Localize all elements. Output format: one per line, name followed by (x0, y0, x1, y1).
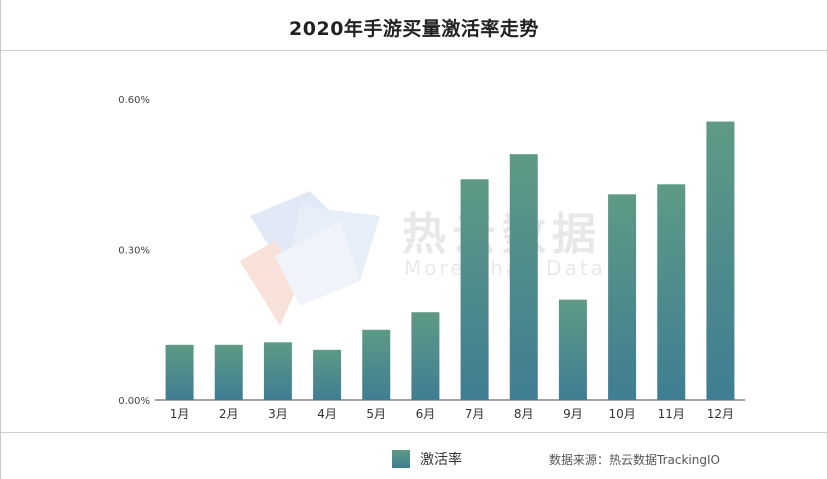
y-tick-label: 0.00% (118, 396, 150, 407)
brand-logo-icon (240, 191, 380, 326)
x-tick-label: 4月 (317, 407, 337, 421)
y-tick-label: 0.60% (118, 95, 150, 106)
x-tick-label: 12月 (707, 407, 734, 421)
watermark-tagline: More Than Data (404, 256, 606, 280)
x-tick-label: 3月 (268, 407, 288, 421)
x-tick-label: 1月 (170, 407, 190, 421)
x-tick-label: 11月 (658, 407, 685, 421)
chart-title: 2020年手游买量激活率走势 (289, 18, 539, 40)
bar-11 (657, 184, 686, 400)
title-divider (1, 50, 827, 51)
data-source-note: 数据来源：热云数据TrackingIO (549, 453, 720, 467)
legend-label: 激活率 (420, 452, 462, 468)
legend-swatch (392, 450, 410, 468)
bar-6 (411, 312, 440, 400)
x-tick-label: 5月 (366, 407, 386, 421)
watermark-brand: 热云数据 (402, 209, 602, 260)
legend-divider (1, 432, 827, 433)
bar-7 (460, 179, 489, 400)
x-tick-label: 2月 (219, 407, 239, 421)
legend: 激活率 (392, 449, 462, 469)
x-tick-label: 8月 (514, 407, 534, 421)
bar-1 (165, 344, 194, 400)
bar-3 (263, 342, 292, 400)
bar-10 (608, 194, 637, 400)
watermark-logo: 热云数据 More Than Data (230, 186, 630, 336)
bar-9 (558, 299, 587, 400)
x-tick-label: 10月 (608, 407, 635, 421)
y-tick-label: 0.30% (118, 246, 150, 257)
bar-series (165, 121, 735, 400)
bar-12 (706, 121, 735, 400)
x-tick-label: 7月 (465, 407, 485, 421)
bar-2 (214, 344, 243, 400)
bar-5 (362, 329, 391, 400)
bar-4 (313, 349, 342, 400)
y-axis: 0.00% 0.30% 0.60% (118, 95, 150, 407)
x-tick-label: 6月 (416, 407, 436, 421)
x-tick-label: 9月 (563, 407, 583, 421)
x-axis-labels: 1月 2月 3月 4月 5月 6月 7月 8月 9月 10月 11月 12月 (170, 407, 734, 421)
bar-8 (509, 154, 538, 400)
